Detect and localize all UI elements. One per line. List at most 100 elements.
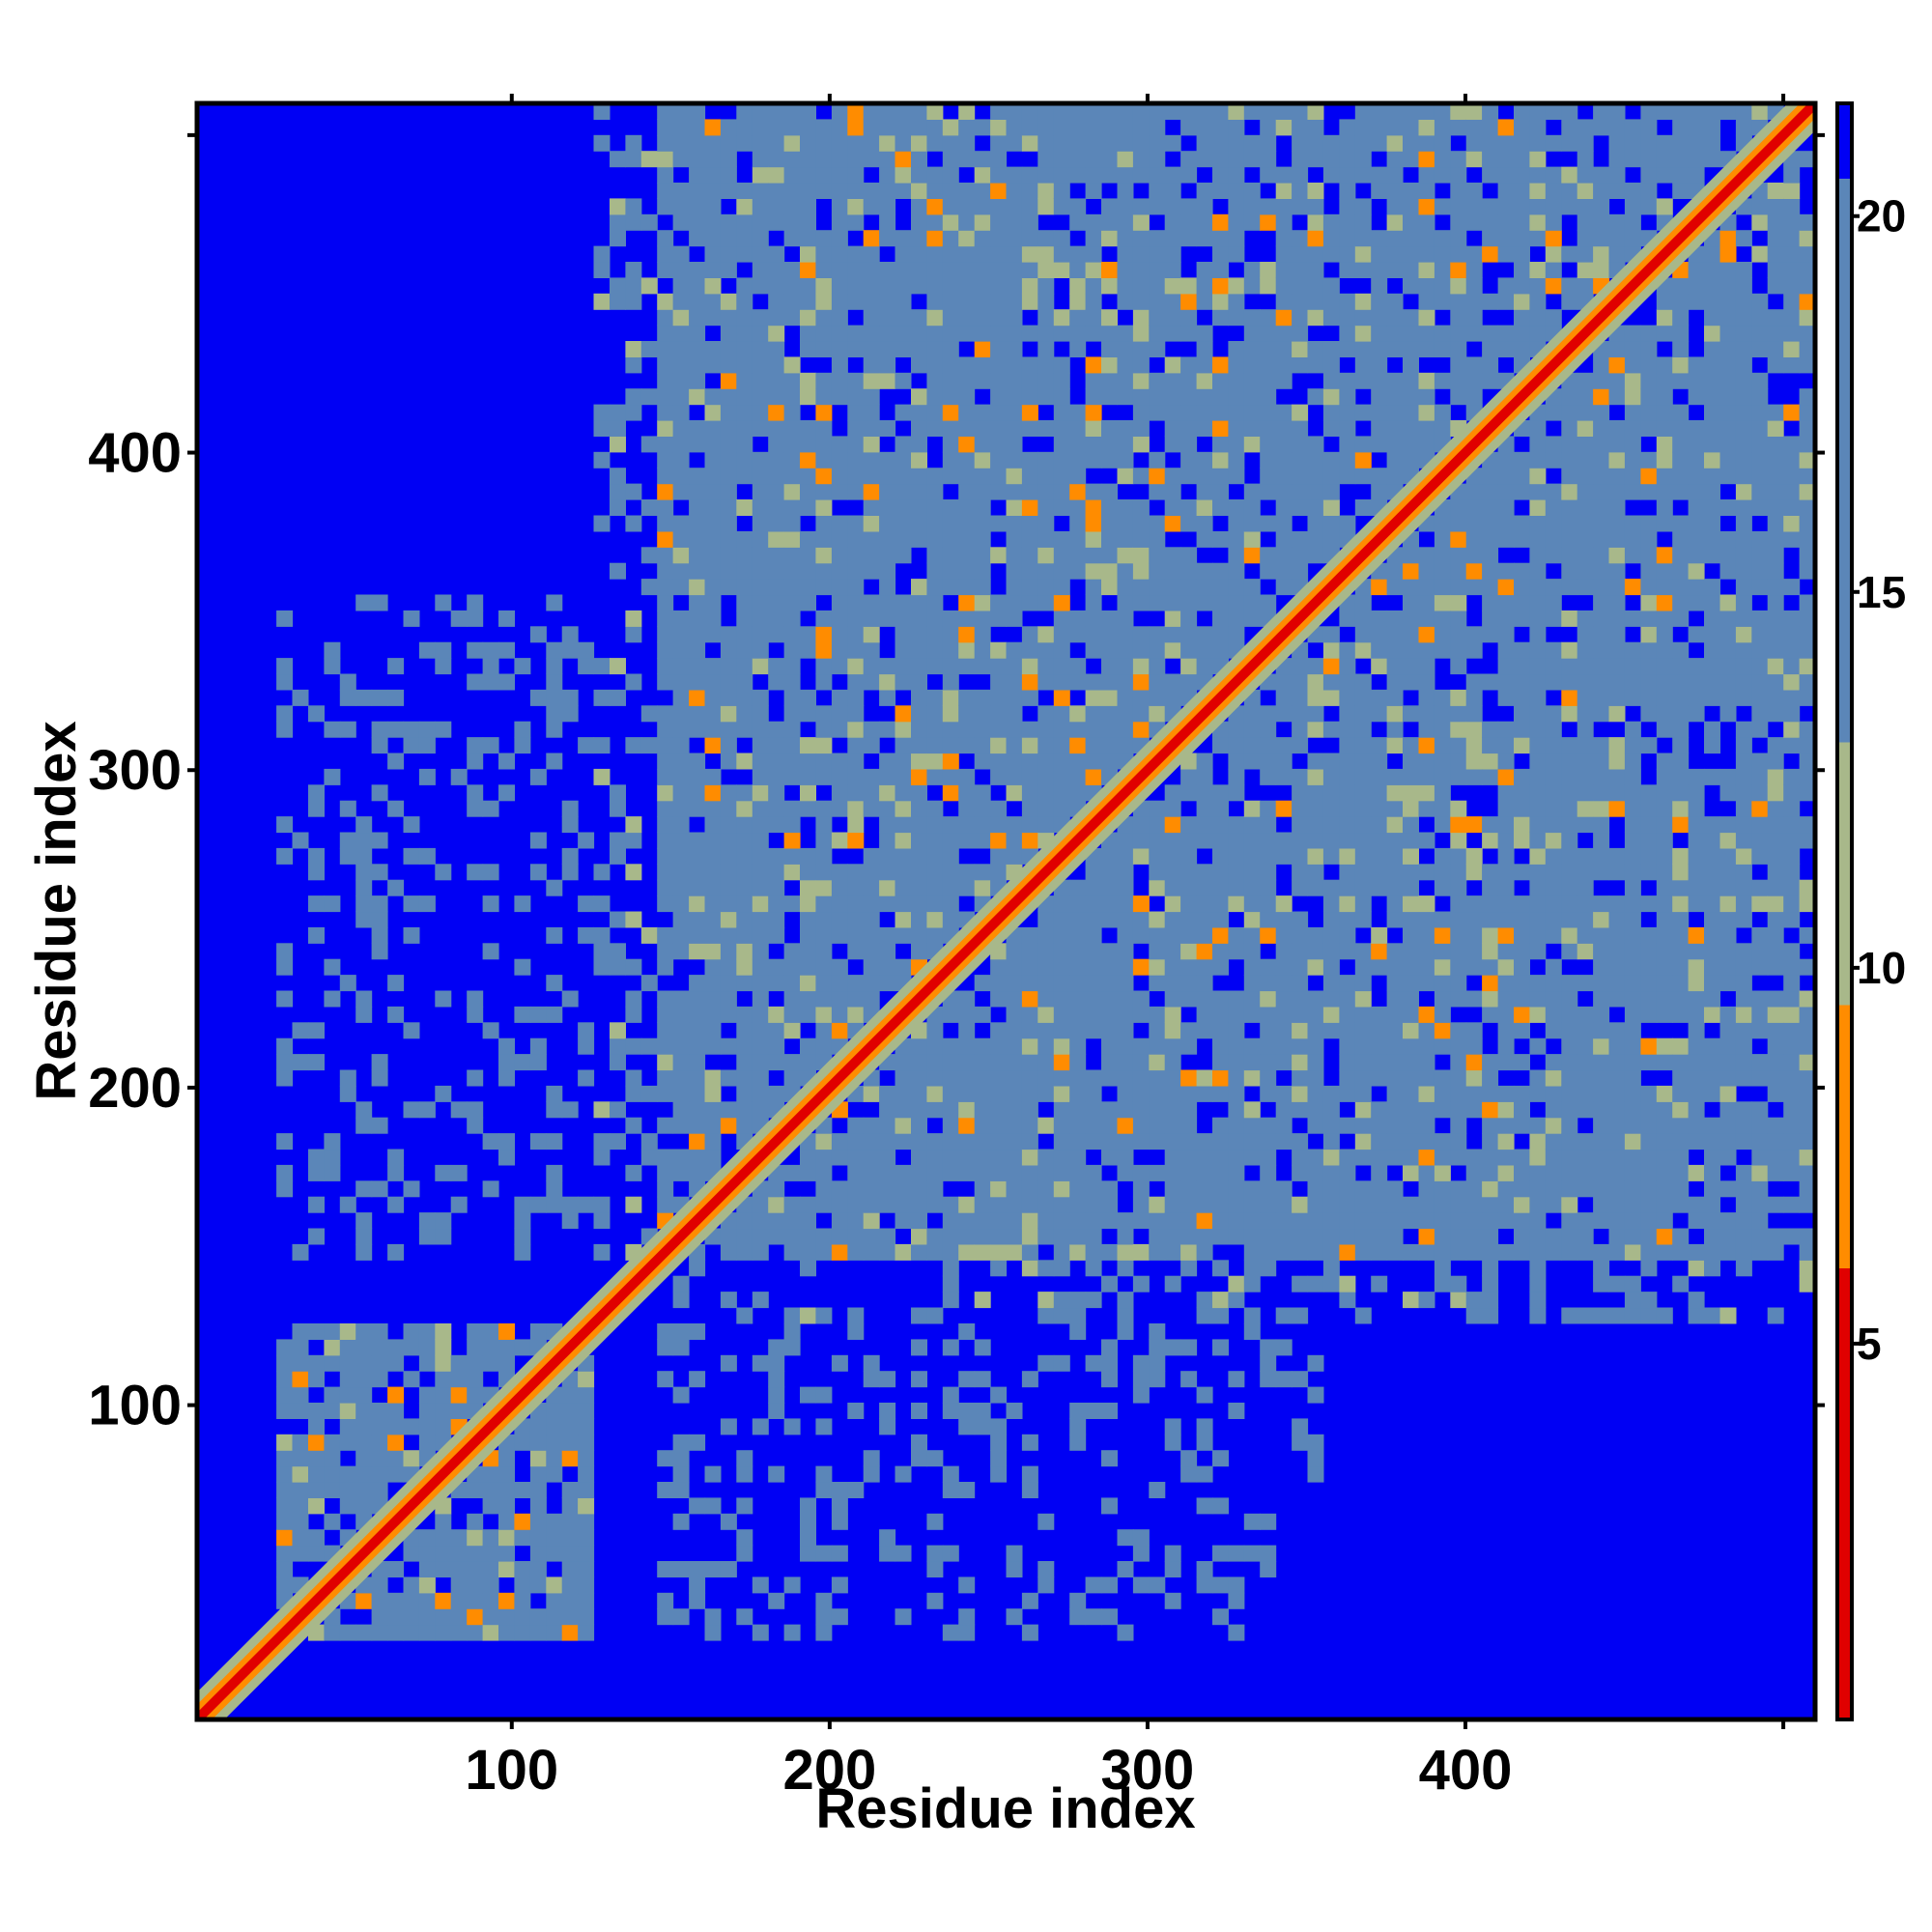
heatmap-cell	[1006, 562, 1023, 580]
heatmap-cell	[1069, 1196, 1087, 1213]
heatmap-cell	[1450, 990, 1467, 1008]
heatmap-cell	[1434, 420, 1451, 437]
heatmap-cell	[1656, 1196, 1673, 1213]
heatmap-cell	[1577, 847, 1594, 865]
heatmap-cell	[418, 1228, 436, 1245]
heatmap-cell	[498, 1545, 515, 1562]
heatmap-cell	[1339, 404, 1356, 421]
heatmap-cell	[768, 673, 785, 691]
heatmap-cell	[1656, 1164, 1673, 1181]
heatmap-cell	[1053, 562, 1070, 580]
heatmap-cell	[308, 1450, 325, 1467]
heatmap-cell	[990, 847, 1008, 865]
heatmap-cell	[895, 626, 912, 643]
heatmap-cell	[783, 547, 801, 564]
heatmap-cell	[847, 183, 865, 199]
heatmap-cell	[895, 325, 912, 342]
heatmap-cell	[926, 1513, 944, 1530]
heatmap-cell	[895, 784, 912, 802]
heatmap-cell	[1069, 1180, 1087, 1198]
heatmap-cell	[704, 436, 722, 453]
heatmap-cell	[1608, 420, 1626, 437]
heatmap-cell	[1292, 309, 1309, 327]
heatmap-cell	[1037, 1260, 1055, 1277]
heatmap-cell	[974, 1418, 991, 1435]
heatmap-cell	[1561, 1006, 1578, 1023]
heatmap-cell	[1386, 1228, 1404, 1245]
heatmap-cell	[1164, 1434, 1181, 1451]
heatmap-cell	[1386, 151, 1404, 168]
heatmap-cell	[1228, 943, 1245, 960]
heatmap-cell	[911, 166, 927, 184]
heatmap-cell	[911, 309, 927, 327]
heatmap-cell	[1260, 1371, 1277, 1388]
heatmap-cell	[815, 658, 833, 675]
heatmap-cell	[800, 1149, 816, 1166]
heatmap-cell	[1260, 1545, 1277, 1562]
heatmap-cell	[1450, 230, 1467, 247]
heatmap-cell	[1101, 483, 1118, 500]
heatmap-cell	[1053, 420, 1070, 437]
heatmap-cell	[355, 1354, 373, 1372]
heatmap-cell	[529, 1497, 547, 1515]
heatmap-cell	[610, 943, 626, 960]
heatmap-cell	[958, 705, 976, 723]
heatmap-cell	[1354, 864, 1372, 881]
heatmap-cell	[450, 1164, 468, 1181]
heatmap-cell	[561, 1386, 579, 1404]
heatmap-cell	[1228, 1228, 1245, 1245]
heatmap-cell	[1069, 705, 1087, 723]
heatmap-cell	[1514, 1196, 1530, 1213]
heatmap-cell	[657, 895, 674, 913]
heatmap-cell	[1228, 1069, 1245, 1087]
heatmap-cell	[1212, 213, 1229, 231]
heatmap-cell	[863, 1196, 880, 1213]
heatmap-cell	[1021, 1624, 1038, 1641]
heatmap-cell	[895, 1180, 912, 1198]
heatmap-cell	[1465, 515, 1483, 532]
heatmap-cell	[1608, 673, 1626, 691]
heatmap-cell	[847, 451, 865, 469]
heatmap-cell	[863, 943, 880, 960]
heatmap-cell	[672, 1054, 690, 1071]
heatmap-cell	[1085, 151, 1102, 168]
heatmap-cell	[1577, 784, 1594, 802]
heatmap-cell	[1339, 198, 1356, 215]
heatmap-cell	[610, 847, 626, 865]
heatmap-cell	[736, 943, 753, 960]
heatmap-cell	[1132, 166, 1150, 184]
heatmap-cell	[1322, 721, 1340, 738]
heatmap-cell	[1196, 530, 1213, 548]
heatmap-cell	[1149, 847, 1166, 865]
heatmap-cell	[1608, 230, 1626, 247]
heatmap-cell	[1688, 800, 1705, 817]
heatmap-cell	[689, 183, 706, 199]
heatmap-cell	[1275, 547, 1293, 564]
heatmap-cell	[1688, 1292, 1705, 1309]
heatmap-cell	[1577, 245, 1594, 263]
heatmap-cell	[783, 1339, 801, 1356]
heatmap-cell	[1117, 594, 1134, 611]
heatmap-cell	[926, 832, 944, 849]
heatmap-cell	[1593, 864, 1610, 881]
heatmap-cell	[1132, 468, 1150, 485]
heatmap-cell	[768, 594, 785, 611]
heatmap-cell	[1497, 753, 1515, 770]
heatmap-cell	[1418, 800, 1435, 817]
heatmap-cell	[1640, 451, 1658, 469]
heatmap-cell	[879, 975, 896, 992]
heatmap-cell	[752, 975, 769, 992]
heatmap-cell	[689, 689, 706, 706]
heatmap-cell	[1021, 1054, 1038, 1071]
heatmap-cell	[704, 388, 722, 406]
heatmap-cell	[308, 1434, 325, 1451]
heatmap-cell	[1418, 436, 1435, 453]
heatmap-cell	[1053, 468, 1070, 485]
heatmap-cell	[1149, 119, 1166, 136]
heatmap-cell	[1021, 721, 1038, 738]
heatmap-cell	[1577, 530, 1594, 548]
heatmap-cell	[657, 943, 674, 960]
heatmap-cell	[863, 404, 880, 421]
heatmap-cell	[1164, 230, 1181, 247]
heatmap-cell	[1482, 325, 1499, 342]
